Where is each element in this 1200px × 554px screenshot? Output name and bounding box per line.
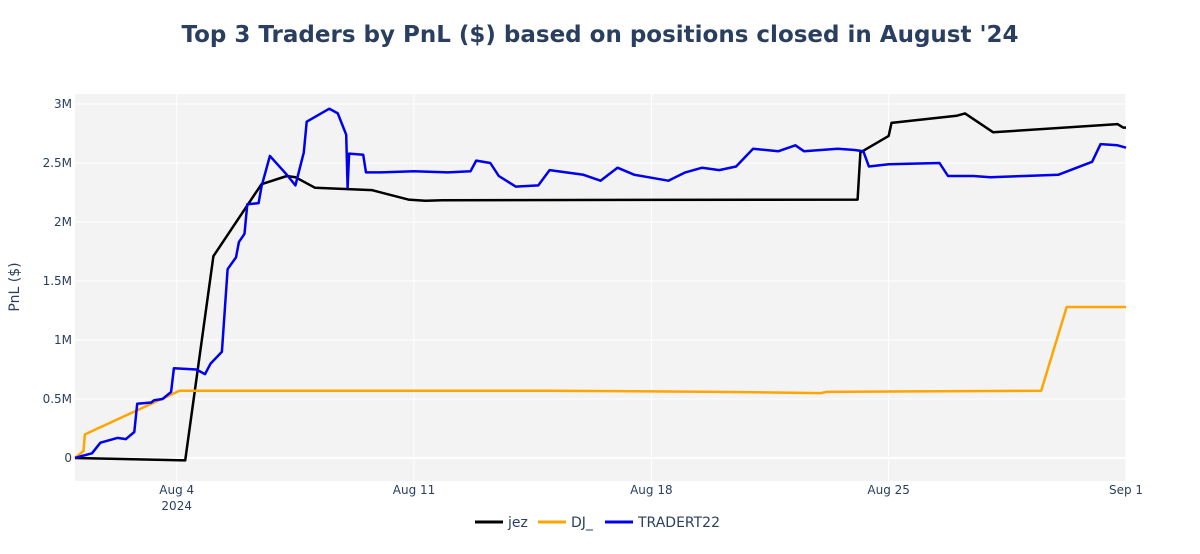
x-tick-labels: Aug 4 2024 Aug 11 Aug 18 Aug 25 Sep 1 <box>159 483 1143 513</box>
y-tick-label: 1.5M <box>43 274 72 288</box>
x-tick-label: Sep 1 <box>1109 483 1143 497</box>
legend-label: TRADERT22 <box>637 515 720 531</box>
y-tick-label: 1M <box>54 333 72 347</box>
y-tick-label: 0 <box>64 451 72 465</box>
y-axis-label: PnL ($) <box>7 262 23 311</box>
x-tick-label: Aug 25 <box>867 483 910 497</box>
legend-label: jez <box>507 515 528 531</box>
series-line-dj <box>74 305 1126 459</box>
series-layer <box>74 107 1127 462</box>
series-line-tradert22 <box>74 107 1127 460</box>
legend-item[interactable]: TRADERT22 <box>605 515 720 531</box>
y-tick-label: 2M <box>54 215 72 229</box>
x-tick-label: Aug 11 <box>393 483 436 497</box>
legend-label: DJ_ <box>571 515 594 531</box>
legend: jez DJ_ TRADERT22 <box>475 515 720 531</box>
chart-title: Top 3 Traders by PnL ($) based on positi… <box>181 22 1019 48</box>
series-line-jez <box>74 112 1126 462</box>
y-grid <box>75 103 1126 459</box>
x-tick-label: Aug 4 <box>159 483 194 497</box>
y-tick-label: 3M <box>54 97 72 111</box>
x-tick-sublabel: 2024 <box>161 499 192 513</box>
x-tick-label: Aug 18 <box>630 483 673 497</box>
legend-item[interactable]: jez <box>475 515 528 531</box>
x-grid <box>176 94 1127 481</box>
legend-item[interactable]: DJ_ <box>538 515 594 531</box>
y-tick-label: 2.5M <box>43 156 72 170</box>
plot-background <box>75 94 1126 481</box>
y-tick-label: 0.5M <box>43 392 72 406</box>
y-tick-labels: 0 0.5M 1M 1.5M 2M 2.5M 3M <box>43 97 72 465</box>
